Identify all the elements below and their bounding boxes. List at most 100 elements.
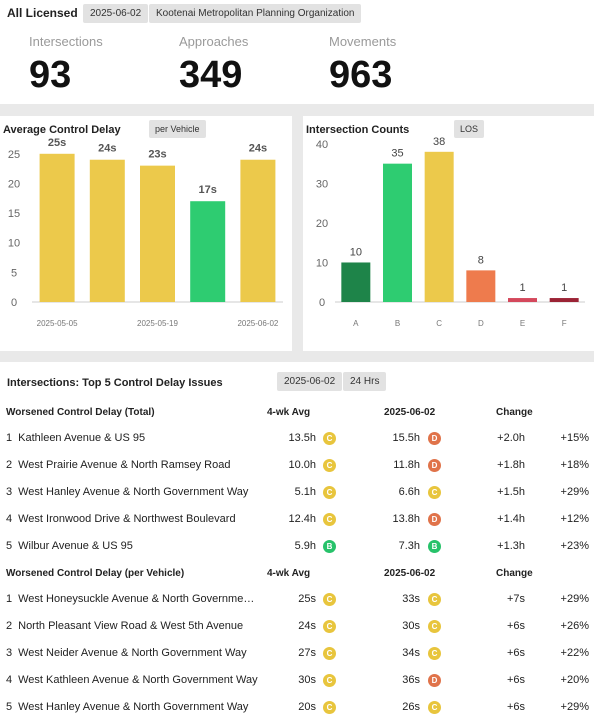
rank-number: 5 — [6, 701, 13, 713]
intersection-label[interactable]: North Pleasant View Road & West 5th Aven… — [18, 620, 244, 632]
table-row[interactable]: 1 West Honeysuckle Avenue & North Governm… — [0, 586, 594, 613]
intersection-name[interactable]: 5 Wilbur Avenue & US 95 — [6, 533, 258, 560]
chart-title: Average Control Delay — [3, 124, 121, 136]
intersection-name[interactable]: 4 West Kathleen Avenue & North Government… — [6, 667, 258, 694]
intersection-name[interactable]: 1 West Honeysuckle Avenue & North Governm… — [6, 586, 258, 613]
column-header-date[interactable]: 2025-06-02 — [384, 407, 436, 418]
rank-number: 1 — [6, 432, 13, 444]
rank-number: 4 — [6, 674, 13, 686]
change-percent: +15% — [560, 432, 589, 444]
column-header-change[interactable]: Change — [496, 568, 533, 579]
y-tick-label: 5 — [11, 267, 17, 279]
intersection-name[interactable]: 2 West Prairie Avenue & North Ramsey Road — [6, 452, 258, 479]
table-row[interactable]: 4 West Ironwood Drive & Northwest Bouleva… — [0, 506, 594, 533]
issues-period-chip[interactable]: 24 Hrs — [343, 372, 387, 391]
change-percent: +29% — [560, 593, 589, 605]
x-tick-label: C — [436, 319, 442, 328]
table-row[interactable]: 4 West Kathleen Avenue & North Government… — [0, 667, 594, 694]
per-vehicle-chip[interactable]: per Vehicle — [149, 120, 206, 138]
control-delay-issues-panel: Intersections: Top 5 Control Delay Issue… — [0, 362, 594, 723]
change-value: +1.8h — [497, 459, 525, 471]
column-header-4wk-avg[interactable]: 4-wk Avg — [267, 568, 311, 579]
column-header-date[interactable]: 2025-06-02 — [384, 568, 436, 579]
table-row[interactable]: 5 Wilbur Avenue & US 95 5.9h B 7.3h B +1.3h +23… — [0, 533, 594, 560]
x-tick-label: E — [520, 319, 525, 328]
table-row[interactable]: 1 Kathleen Avenue & US 95 13.5h C 15.5h D +2.0… — [0, 425, 594, 452]
intersection-label[interactable]: Wilbur Avenue & US 95 — [18, 540, 133, 552]
avg-los-badge: C — [323, 513, 336, 526]
x-tick-label: 2025-05-05 — [37, 319, 78, 328]
y-tick-label: 15 — [8, 208, 20, 220]
change-value: +6s — [506, 620, 525, 632]
four-week-avg-value: 5.9h — [294, 540, 316, 552]
x-tick-label: A — [353, 319, 359, 328]
metric-intersections: Intersections 93 — [29, 34, 103, 95]
four-week-avg-value: 24s — [298, 620, 316, 632]
date-filter-chip[interactable]: 2025-06-02 — [83, 4, 149, 23]
column-header-change[interactable]: Change — [496, 407, 533, 418]
table-row[interactable]: 2 West Prairie Avenue & North Ramsey Road… — [0, 452, 594, 479]
intersection-label[interactable]: West Hanley Avenue & North Government Wa… — [18, 701, 249, 713]
intersection-label[interactable]: West Ironwood Drive & Northwest Boulevar… — [18, 513, 236, 525]
bar-value-label: 38 — [433, 136, 445, 148]
avg-los-badge: C — [323, 674, 336, 687]
issues-date-chip[interactable]: 2025-06-02 — [277, 372, 343, 391]
intersection-label[interactable]: West Hanley Avenue & North Government Wa… — [18, 486, 249, 498]
metric-label: Movements — [329, 34, 397, 49]
intersection-label[interactable]: West Honeysuckle Avenue & North Governme… — [18, 593, 258, 605]
bar-value-label: 8 — [478, 254, 484, 266]
four-week-avg-value: 27s — [298, 647, 316, 659]
table-row[interactable]: 5 West Hanley Avenue & North Government W… — [0, 694, 594, 721]
page-title: All Licensed — [7, 6, 78, 20]
y-tick-label: 10 — [8, 238, 20, 250]
los-chip[interactable]: LOS — [454, 120, 485, 138]
chart-title: Intersection Counts — [306, 124, 410, 136]
intersection-label[interactable]: West Neider Avenue & North Government Wa… — [18, 647, 247, 659]
table-row[interactable]: 3 West Neider Avenue & North Government W… — [0, 640, 594, 667]
current-value: 26s — [402, 701, 420, 713]
intersection-name[interactable]: 3 West Neider Avenue & North Government W… — [6, 640, 258, 667]
intersection-name[interactable]: 5 West Hanley Avenue & North Government W… — [6, 694, 258, 721]
four-week-avg-value: 10.0h — [288, 459, 316, 471]
metric-approaches: Approaches 349 — [179, 34, 248, 95]
metric-movements: Movements 963 — [329, 34, 396, 95]
change-value: +7s — [506, 593, 525, 605]
bar — [240, 159, 276, 302]
change-percent: +29% — [560, 486, 589, 498]
organization-filter-chip[interactable]: Kootenai Metropolitan Planning Organizat… — [149, 4, 362, 23]
current-los-badge: B — [428, 540, 441, 553]
x-tick-label: 2025-06-02 — [237, 319, 278, 328]
table-row[interactable]: 3 West Hanley Avenue & North Government W… — [0, 479, 594, 506]
rank-number: 3 — [6, 486, 13, 498]
change-value: +1.3h — [497, 540, 525, 552]
change-value: +6s — [506, 674, 525, 686]
intersection-label[interactable]: West Prairie Avenue & North Ramsey Road — [18, 459, 231, 471]
intersection-name[interactable]: 1 Kathleen Avenue & US 95 — [6, 425, 258, 452]
bar — [424, 151, 454, 302]
table-row[interactable]: 2 North Pleasant View Road & West 5th Ave… — [0, 613, 594, 640]
change-percent: +29% — [560, 701, 589, 713]
bar-value-label: 25s — [48, 137, 66, 149]
los-bar-chart: 0 10 20 30 40 10 A 35 B 38 C 8 D 1 E 1 F — [316, 136, 585, 328]
four-week-avg-value: 20s — [298, 701, 316, 713]
current-los-badge: C — [428, 486, 441, 499]
change-percent: +12% — [560, 513, 589, 525]
current-value: 33s — [402, 593, 420, 605]
bar-value-label: 23s — [148, 149, 166, 161]
bar-value-label: 1 — [519, 282, 525, 294]
x-tick-label: B — [395, 319, 400, 328]
current-los-badge: C — [428, 620, 441, 633]
y-tick-label: 25 — [8, 149, 20, 161]
delay-bar-chart: 0 5 10 15 20 25 25s 24s 23s 17s 24s 2025-05-05 2025-… — [8, 137, 283, 328]
intersection-counts-panel: Intersection Counts LOS 0 10 20 30 40 10 A 35 B 3… — [303, 116, 594, 351]
avg-los-badge: C — [323, 620, 336, 633]
rank-number: 2 — [6, 459, 13, 471]
intersection-label[interactable]: Kathleen Avenue & US 95 — [18, 432, 146, 444]
intersection-name[interactable]: 2 North Pleasant View Road & West 5th Ave… — [6, 613, 258, 640]
intersection-name[interactable]: 3 West Hanley Avenue & North Government W… — [6, 479, 258, 506]
intersection-label[interactable]: West Kathleen Avenue & North Government … — [18, 674, 258, 686]
intersection-name[interactable]: 4 West Ironwood Drive & Northwest Bouleva… — [6, 506, 258, 533]
column-header-4wk-avg[interactable]: 4-wk Avg — [267, 407, 311, 418]
y-tick-label: 30 — [316, 178, 328, 190]
bar-value-label: 17s — [199, 184, 217, 196]
